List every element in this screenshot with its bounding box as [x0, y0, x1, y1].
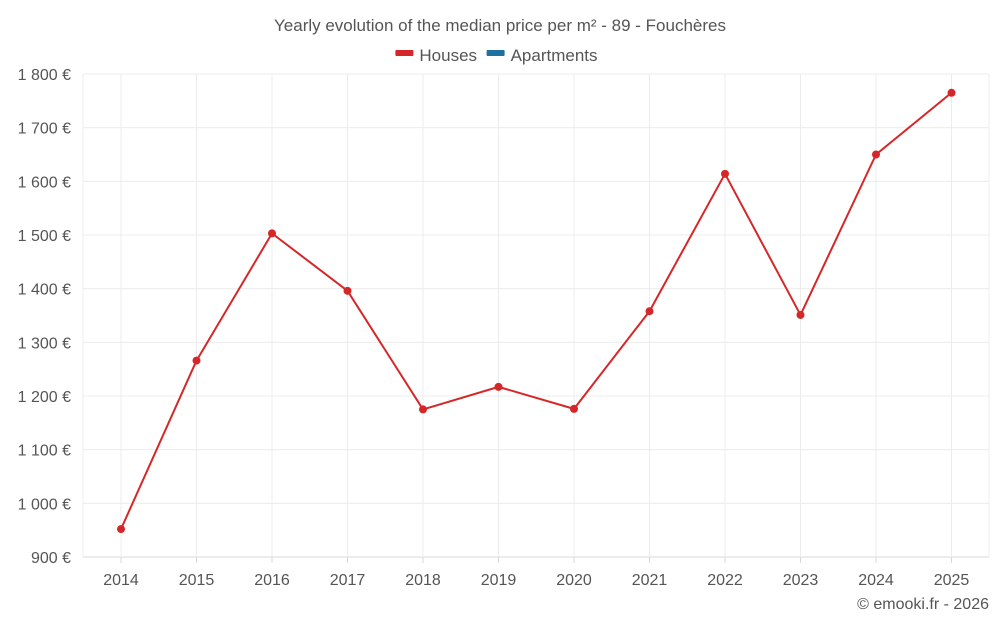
chart-title: Yearly evolution of the median price per…: [274, 16, 726, 35]
x-tick-label: 2015: [179, 572, 215, 589]
y-tick-label: 1 700 €: [18, 121, 71, 138]
x-tick-label: 2020: [556, 572, 592, 589]
data-point: [343, 286, 352, 295]
legend-label-apartments: Apartments: [511, 46, 598, 65]
data-point: [947, 88, 956, 97]
y-tick-label: 900 €: [31, 550, 71, 567]
data-point: [796, 310, 805, 319]
x-tick-label: 2016: [254, 572, 290, 589]
data-point: [721, 169, 729, 178]
y-tick-label: 1 000 €: [18, 496, 71, 513]
credit-text: © emooki.fr - 2026: [857, 596, 989, 613]
y-tick-label: 1 600 €: [18, 174, 71, 191]
legend-swatch-houses: [395, 50, 414, 56]
data-point: [117, 525, 125, 534]
y-tick-label: 1 500 €: [18, 228, 71, 245]
legend-label-houses: Houses: [419, 46, 477, 65]
y-tick-label: 1 800 €: [18, 67, 71, 84]
data-point: [268, 229, 276, 238]
series-group: [117, 88, 956, 534]
y-tick-label: 1 300 €: [18, 335, 71, 352]
x-tick-label: 2017: [330, 572, 366, 589]
x-tick-label: 2018: [405, 572, 441, 589]
legend-swatch-apartments: [486, 50, 505, 56]
y-axis: 900 € 1 000 € 1 100 € 1 200 € 1 300 € 1 400 €…: [18, 67, 71, 567]
x-tick-label: 2024: [858, 572, 894, 589]
x-tick-label: 2025: [934, 572, 970, 589]
x-tick-label: 2019: [481, 572, 517, 589]
x-tick-label: 2022: [707, 572, 743, 589]
data-point: [645, 307, 654, 316]
data-point: [872, 150, 880, 159]
x-tick-label: 2021: [632, 572, 668, 589]
data-point: [494, 382, 503, 391]
x-axis: 2014 2015 2016 2017 2018 2019 2020 2021 2022 2023…: [103, 557, 969, 589]
x-tick-label: 2014: [103, 572, 139, 589]
grid: [82, 73, 990, 558]
data-point: [192, 356, 201, 365]
x-tick-label: 2023: [783, 572, 819, 589]
y-tick-label: 1 200 €: [18, 389, 71, 406]
y-tick-label: 1 400 €: [18, 282, 71, 299]
data-point: [570, 404, 578, 413]
data-point: [419, 405, 427, 414]
series-line-houses: [120, 92, 953, 530]
legend: Houses Apartments: [395, 46, 598, 65]
y-tick-label: 1 100 €: [18, 443, 71, 460]
